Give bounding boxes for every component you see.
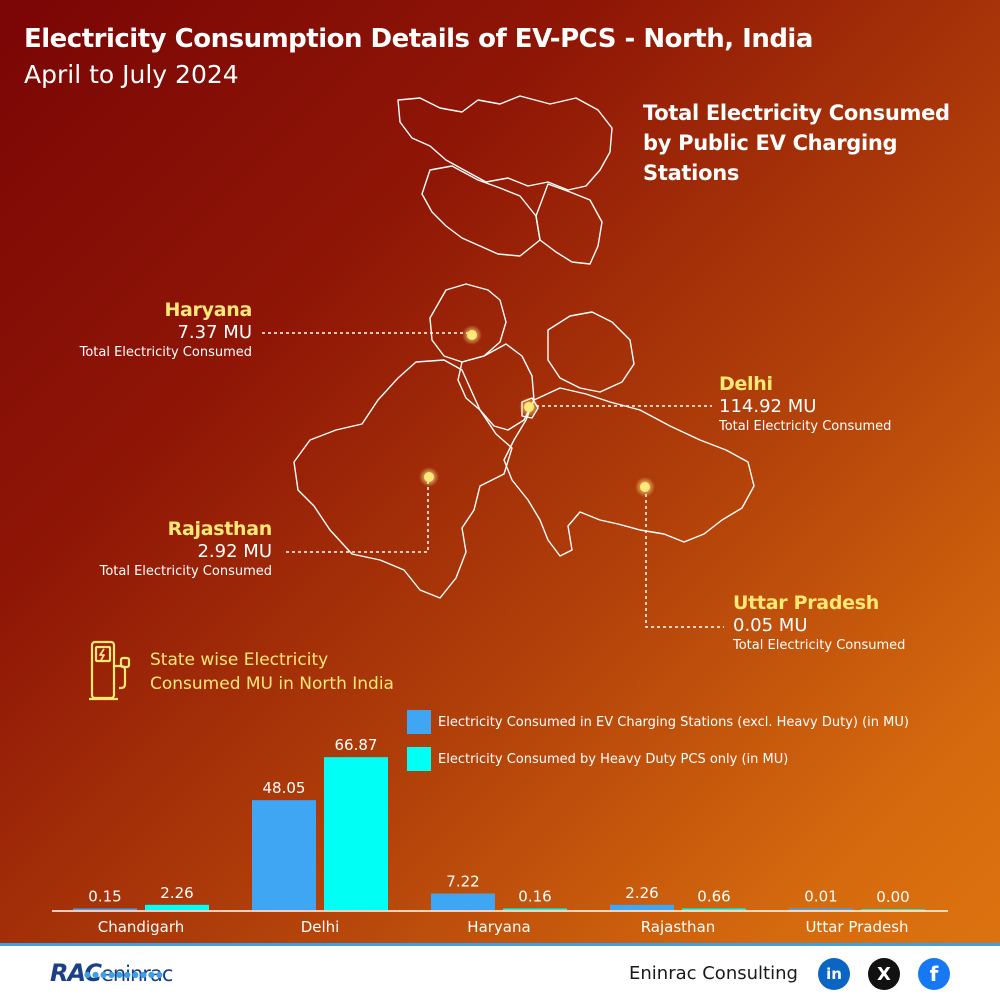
- category-label: Rajasthan: [641, 918, 716, 936]
- bar: [252, 800, 316, 910]
- section-label-line: State wise Electricity: [150, 650, 329, 670]
- section-label-line: Consumed MU in North India: [150, 674, 394, 694]
- callout-uttar-pradesh: Uttar Pradesh 0.05 MU Total Electricity …: [733, 591, 905, 655]
- up-leader-line: [645, 488, 724, 628]
- legend-item: Electricity Consumed by Heavy Duty PCS o…: [407, 746, 909, 772]
- legend-swatch: [407, 710, 431, 734]
- map-heading-line: by Public EV Charging: [643, 131, 898, 155]
- ev-charger-icon: [89, 640, 131, 701]
- bar: [431, 893, 495, 910]
- callout-desc: Total Electricity Consumed: [79, 345, 252, 360]
- bar: [73, 908, 137, 910]
- uttar-pradesh-outline: [503, 387, 755, 557]
- legend-label: Electricity Consumed by Heavy Duty PCS o…: [438, 751, 789, 767]
- rajasthan-outline: [293, 359, 513, 599]
- legend-label: Electricity Consumed in EV Charging Stat…: [438, 714, 909, 730]
- callout-value: 0.05 MU: [733, 615, 808, 636]
- brand-name: eninrac: [100, 962, 173, 986]
- data-label: 48.05: [263, 779, 306, 797]
- haryana-outline: [457, 343, 535, 431]
- callout-haryana: Haryana 7.37 MU Total Electricity Consum…: [52, 298, 253, 362]
- callout-value: 2.92 MU: [197, 541, 272, 562]
- legend-item: Electricity Consumed in EV Charging Stat…: [407, 709, 909, 735]
- bar: [789, 908, 853, 910]
- bar: [682, 908, 746, 910]
- punjab-outline: [429, 283, 507, 363]
- bar: [503, 908, 567, 910]
- callout-desc: Total Electricity Consumed: [719, 419, 892, 434]
- ladakh-outline: [535, 183, 603, 265]
- x-icon[interactable]: X: [868, 958, 900, 990]
- callout-state: Uttar Pradesh: [733, 592, 879, 614]
- callout-state: Haryana: [164, 299, 252, 321]
- facebook-icon[interactable]: f: [918, 958, 950, 990]
- callout-state: Delhi: [719, 373, 773, 395]
- chart-legend: Electricity Consumed in EV Charging Stat…: [407, 709, 909, 783]
- data-label: 7.22: [446, 872, 479, 890]
- brand-dots: ●●●●●●●●●●: [84, 970, 164, 979]
- brand-logo: RAC eninrac: [50, 959, 173, 987]
- footer: RAC eninrac ●●●●●●●●●● Eninrac Consultin…: [0, 943, 1000, 1000]
- data-label: 0.16: [518, 888, 551, 906]
- himachal-outline: [421, 165, 541, 257]
- map-heading: Total Electricity Consumed by Public EV …: [643, 98, 950, 188]
- callout-rajasthan: Rajasthan 2.92 MU Total Electricity Cons…: [72, 517, 273, 581]
- callout-delhi: Delhi 114.92 MU Total Electricity Consum…: [719, 372, 891, 436]
- map-heading-line: Stations: [643, 161, 740, 185]
- jammu-kashmir-outline: [397, 95, 613, 191]
- linkedin-icon[interactable]: in: [818, 958, 850, 990]
- category-label: Delhi: [301, 918, 340, 936]
- company-name: Eninrac Consulting: [629, 963, 798, 984]
- data-label: 0.01: [804, 888, 837, 906]
- data-label: 0.15: [88, 888, 121, 906]
- legend-swatch: [407, 747, 431, 771]
- callout-desc: Total Electricity Consumed: [733, 638, 906, 653]
- data-label: 0.00: [876, 888, 909, 906]
- brand-rac: RAC: [50, 959, 102, 987]
- bar: [324, 757, 388, 910]
- callout-state: Rajasthan: [167, 518, 273, 540]
- data-label: 66.87: [335, 736, 378, 754]
- category-label: Uttar Pradesh: [805, 918, 908, 936]
- page-subtitle: April to July 2024: [24, 60, 239, 89]
- north-india-map: [0, 0, 1000, 640]
- callout-desc: Total Electricity Consumed: [99, 564, 272, 579]
- category-label: Chandigarh: [98, 918, 185, 936]
- category-label: Haryana: [467, 918, 530, 936]
- data-label: 2.26: [625, 884, 658, 902]
- bar: [145, 904, 209, 910]
- callout-value: 7.37 MU: [177, 322, 252, 343]
- bar: [861, 909, 925, 910]
- data-label: 0.66: [697, 887, 730, 905]
- data-label: 2.26: [160, 884, 193, 902]
- page-title: Electricity Consumption Details of EV-PC…: [24, 24, 813, 54]
- callout-leaders: [419, 325, 724, 628]
- section-label: State wise Electricity Consumed MU in No…: [150, 648, 394, 696]
- uttarakhand-outline: [547, 311, 635, 393]
- map-heading-line: Total Electricity Consumed: [643, 101, 950, 125]
- callout-value: 114.92 MU: [719, 396, 817, 417]
- bar-chart: 0.15 2.26 Chandigarh 48.05 66.87 Delhi 7.22 0.1…: [73, 736, 925, 936]
- bar: [610, 904, 674, 910]
